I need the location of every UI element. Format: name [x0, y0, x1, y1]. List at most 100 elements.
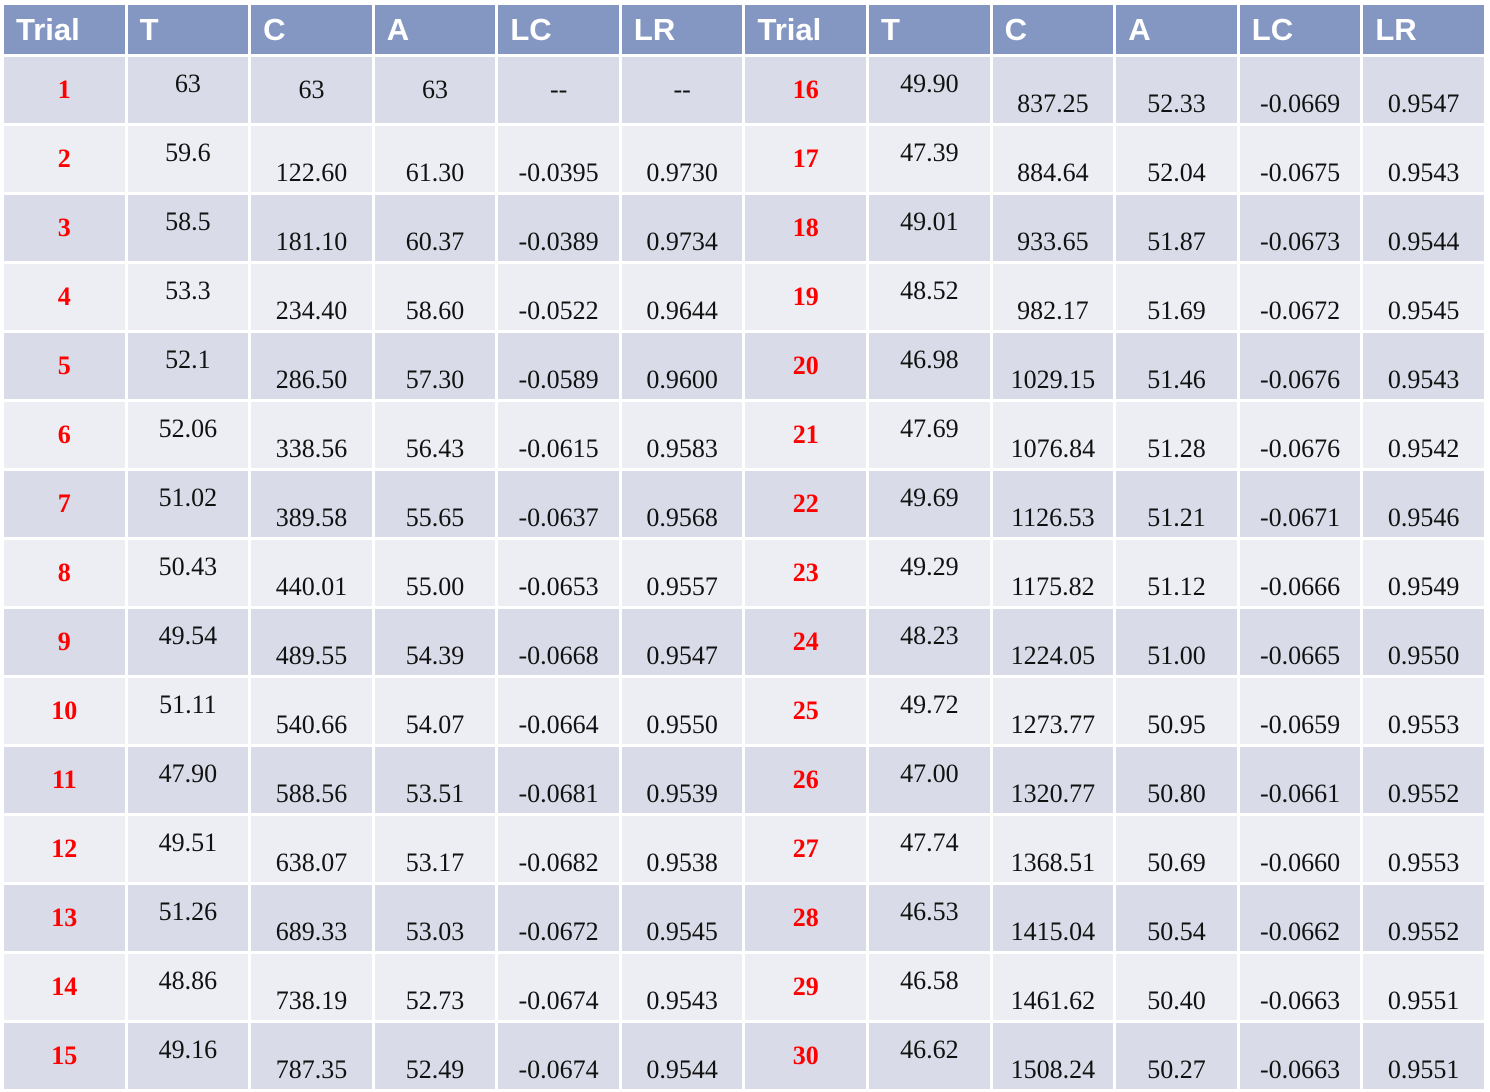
- t-cell: 49.51: [127, 816, 249, 882]
- a-cell: 53.03: [374, 885, 496, 951]
- a-cell: 50.40: [1116, 954, 1237, 1020]
- trial-cell: 26: [745, 747, 867, 813]
- table-row: 13 51.26 689.33 53.03 -0.0672 0.9545 28 46.53 14…: [4, 885, 1484, 951]
- a-cell: 55.65: [374, 471, 496, 537]
- lr-cell: 0.9553: [1363, 816, 1484, 882]
- t-cell: 46.98: [869, 333, 990, 399]
- c-cell: 1461.62: [992, 954, 1114, 1020]
- lr-cell: 0.9557: [621, 540, 743, 606]
- trial-cell: 15: [4, 1023, 125, 1089]
- table-row: 12 49.51 638.07 53.17 -0.0682 0.9538 27 47.74 13…: [4, 816, 1484, 882]
- lc-cell: -0.0674: [498, 1023, 619, 1089]
- c-cell: 63: [251, 57, 372, 123]
- a-cell: 51.28: [1116, 402, 1237, 468]
- lr-cell: 0.9583: [621, 402, 743, 468]
- trial-cell: 7: [4, 471, 125, 537]
- c-cell: 234.40: [251, 264, 372, 330]
- a-cell: 54.39: [374, 609, 496, 675]
- a-cell: 57.30: [374, 333, 496, 399]
- t-cell: 47.00: [869, 747, 990, 813]
- lc-cell: -0.0672: [498, 885, 619, 951]
- c-cell: 286.50: [251, 333, 372, 399]
- lr-cell: 0.9730: [621, 126, 743, 192]
- lr-cell: 0.9551: [1363, 954, 1484, 1020]
- lc-cell: -0.0672: [1239, 264, 1361, 330]
- lc-cell: -0.0682: [498, 816, 619, 882]
- trial-cell: 12: [4, 816, 125, 882]
- table-row: 2 59.6 122.60 61.30 -0.0395 0.9730 17 47.39 884.…: [4, 126, 1484, 192]
- c-cell: 122.60: [251, 126, 372, 192]
- col-header-t: T: [869, 5, 990, 54]
- t-cell: 48.86: [127, 954, 249, 1020]
- lr-cell: 0.9547: [621, 609, 743, 675]
- c-cell: 1076.84: [992, 402, 1114, 468]
- t-cell: 46.62: [869, 1023, 990, 1089]
- trial-cell: 24: [745, 609, 867, 675]
- trial-cell: 20: [745, 333, 867, 399]
- table-row: 14 48.86 738.19 52.73 -0.0674 0.9543 29 46.58 14…: [4, 954, 1484, 1020]
- lc-cell: -0.0395: [498, 126, 619, 192]
- trial-cell: 25: [745, 678, 867, 744]
- t-cell: 49.69: [869, 471, 990, 537]
- a-cell: 51.12: [1116, 540, 1237, 606]
- trial-cell: 4: [4, 264, 125, 330]
- t-cell: 63: [127, 57, 249, 123]
- t-cell: 47.90: [127, 747, 249, 813]
- table-row: 10 51.11 540.66 54.07 -0.0664 0.9550 25 49.72 12…: [4, 678, 1484, 744]
- t-cell: 49.90: [869, 57, 990, 123]
- trial-cell: 18: [745, 195, 867, 261]
- lc-cell: -0.0669: [1239, 57, 1361, 123]
- a-cell: 50.27: [1116, 1023, 1237, 1089]
- lr-cell: 0.9551: [1363, 1023, 1484, 1089]
- lr-cell: 0.9543: [1363, 333, 1484, 399]
- trial-cell: 19: [745, 264, 867, 330]
- lc-cell: -0.0676: [1239, 402, 1361, 468]
- trial-cell: 29: [745, 954, 867, 1020]
- t-cell: 52.06: [127, 402, 249, 468]
- lc-cell: -0.0615: [498, 402, 619, 468]
- t-cell: 52.1: [127, 333, 249, 399]
- lr-cell: 0.9550: [621, 678, 743, 744]
- trial-cell: 10: [4, 678, 125, 744]
- t-cell: 58.5: [127, 195, 249, 261]
- a-cell: 52.73: [374, 954, 496, 1020]
- trial-cell: 17: [745, 126, 867, 192]
- table-row: 1 63 63 63 -- -- 16 49.90 837.25 52.33 -0.0669 0.95…: [4, 57, 1484, 123]
- a-cell: 51.46: [1116, 333, 1237, 399]
- trial-cell: 22: [745, 471, 867, 537]
- a-cell: 53.51: [374, 747, 496, 813]
- t-cell: 51.02: [127, 471, 249, 537]
- trial-cell: 16: [745, 57, 867, 123]
- lr-cell: 0.9545: [621, 885, 743, 951]
- a-cell: 52.49: [374, 1023, 496, 1089]
- a-cell: 52.04: [1116, 126, 1237, 192]
- trial-cell: 5: [4, 333, 125, 399]
- lc-cell: -0.0653: [498, 540, 619, 606]
- col-header-lc: LC: [1239, 5, 1361, 54]
- c-cell: 1273.77: [992, 678, 1114, 744]
- lr-cell: 0.9539: [621, 747, 743, 813]
- lr-cell: 0.9546: [1363, 471, 1484, 537]
- trial-cell: 2: [4, 126, 125, 192]
- c-cell: 181.10: [251, 195, 372, 261]
- lc-cell: -0.0675: [1239, 126, 1361, 192]
- table-row: 3 58.5 181.10 60.37 -0.0389 0.9734 18 49.01 933.…: [4, 195, 1484, 261]
- header-row: Trial T C A LC LR Trial T C A LC LR: [4, 5, 1484, 54]
- lc-cell: -0.0676: [1239, 333, 1361, 399]
- lc-cell: -0.0665: [1239, 609, 1361, 675]
- trial-cell: 23: [745, 540, 867, 606]
- table-row: 7 51.02 389.58 55.65 -0.0637 0.9568 22 49.69 112…: [4, 471, 1484, 537]
- c-cell: 1224.05: [992, 609, 1114, 675]
- lr-cell: 0.9550: [1363, 609, 1484, 675]
- c-cell: 738.19: [251, 954, 372, 1020]
- c-cell: 689.33: [251, 885, 372, 951]
- c-cell: 1126.53: [992, 471, 1114, 537]
- lr-cell: 0.9544: [1363, 195, 1484, 261]
- col-header-t: T: [127, 5, 249, 54]
- a-cell: 50.69: [1116, 816, 1237, 882]
- a-cell: 50.95: [1116, 678, 1237, 744]
- lc-cell: -0.0660: [1239, 816, 1361, 882]
- trial-cell: 9: [4, 609, 125, 675]
- lc-cell: -0.0664: [498, 678, 619, 744]
